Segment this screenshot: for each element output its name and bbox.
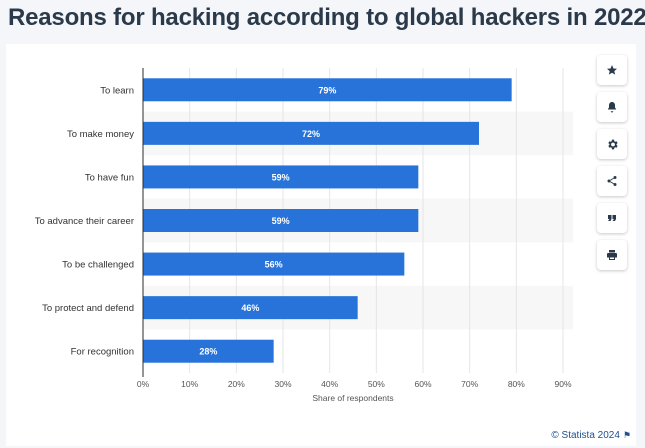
page-title: Reasons for hacking according to global … [8, 4, 645, 31]
x-tick-label: 0% [137, 379, 150, 389]
x-tick-label: 40% [321, 379, 338, 389]
value-label: 46% [241, 303, 259, 313]
chart-toolbar [597, 55, 627, 270]
print-icon [606, 249, 618, 261]
value-label: 79% [318, 85, 336, 95]
bar [143, 252, 405, 276]
bar [143, 121, 479, 145]
value-label: 72% [302, 129, 320, 139]
x-tick-label: 60% [414, 379, 431, 389]
x-tick-label: 80% [508, 379, 525, 389]
category-label: To advance their career [35, 216, 134, 227]
bar [143, 296, 358, 320]
category-label: To protect and defend [42, 303, 134, 314]
value-label: 28% [199, 347, 217, 357]
bar [143, 209, 419, 232]
cite-button[interactable] [597, 203, 627, 233]
flag-icon: ⚑ [622, 430, 631, 440]
favorite-button[interactable] [597, 55, 627, 85]
print-button[interactable] [597, 240, 627, 270]
bell-icon [606, 101, 618, 113]
quote-icon [606, 212, 618, 224]
x-tick-label: 10% [181, 379, 198, 389]
x-tick-label: 20% [228, 379, 245, 389]
category-label: To be challenged [62, 260, 134, 271]
star-icon [606, 64, 618, 76]
share-button[interactable] [597, 166, 627, 196]
x-tick-label: 90% [554, 379, 571, 389]
bar [143, 339, 274, 363]
category-label: To learn [100, 85, 134, 96]
value-label: 56% [265, 260, 283, 270]
chart: To learn 79% To make money 72% To have fun 59… [35, 68, 573, 403]
x-tick-label: 70% [461, 379, 478, 389]
x-tick-label: 50% [368, 379, 385, 389]
credit-text: © Statista 2024 [551, 430, 620, 441]
settings-button[interactable] [597, 129, 627, 159]
bar [143, 78, 512, 102]
chart-card: To learn 79% To make money 72% To have fun 59… [6, 44, 636, 446]
category-label: To make money [67, 129, 134, 140]
value-label: 59% [272, 216, 290, 226]
x-tick-label: 30% [274, 379, 291, 389]
x-axis-label: Share of respondents [312, 393, 393, 403]
statista-credit[interactable]: © Statista 2024 ⚑ [551, 430, 631, 441]
category-label: For recognition [71, 347, 134, 358]
bar [143, 165, 419, 189]
category-label: To have fun [85, 172, 134, 183]
value-label: 59% [272, 172, 290, 182]
gear-icon [606, 138, 619, 151]
notification-button[interactable] [597, 92, 627, 122]
share-icon [606, 175, 618, 187]
